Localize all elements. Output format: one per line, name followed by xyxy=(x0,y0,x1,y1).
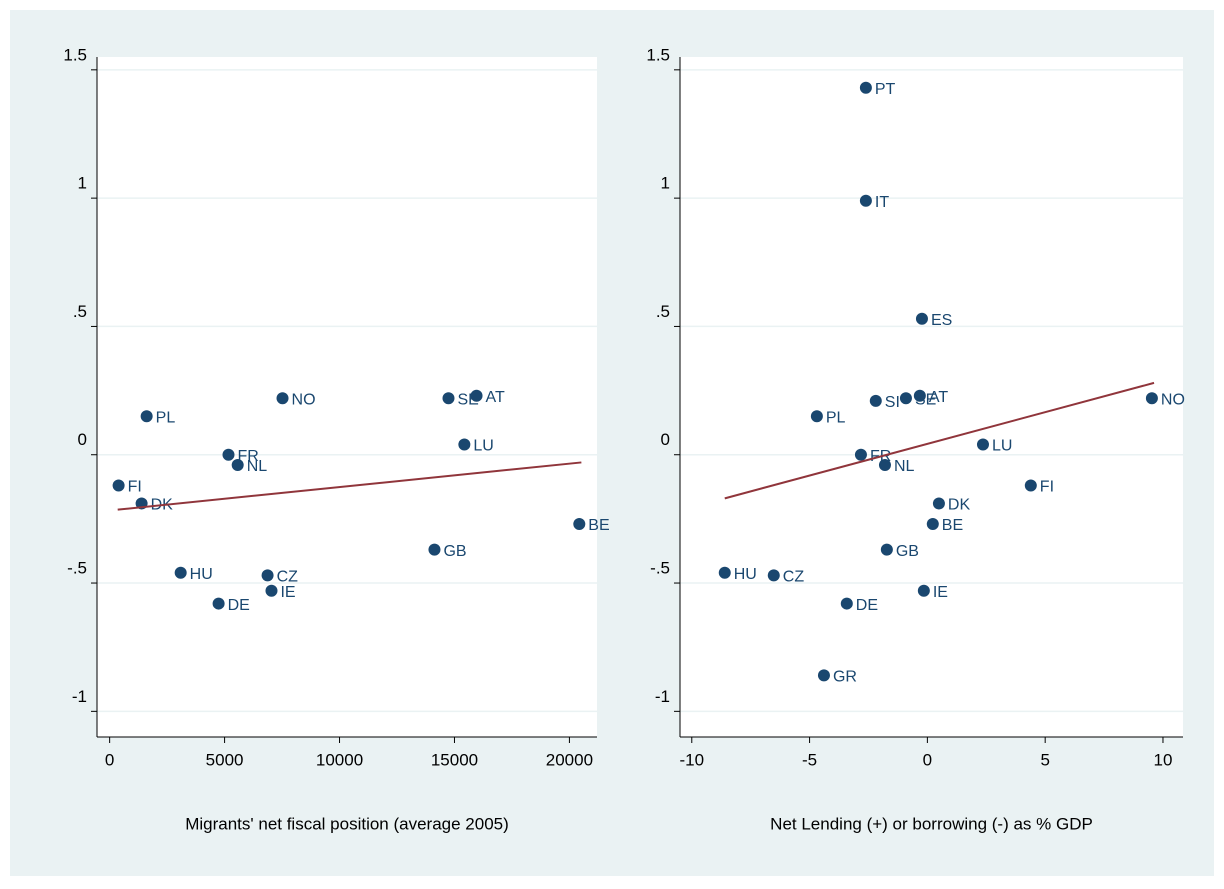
point-label: ES xyxy=(931,312,952,329)
fit-line xyxy=(117,461,582,511)
point-label: FI xyxy=(1040,479,1054,496)
x-tick-label: 0 xyxy=(105,750,114,769)
point xyxy=(276,392,289,405)
point xyxy=(854,448,867,461)
point xyxy=(899,392,912,405)
point-label: NO xyxy=(292,392,316,409)
point xyxy=(222,448,235,461)
point-label: NL xyxy=(247,458,268,475)
point-label: GB xyxy=(443,543,466,560)
point xyxy=(976,438,989,451)
point-label: FR xyxy=(237,448,258,465)
point xyxy=(112,479,125,492)
point xyxy=(913,389,926,402)
point xyxy=(428,543,441,556)
y-tick-label: -1 xyxy=(655,687,670,706)
point-label: DE xyxy=(228,597,250,614)
y-tick-label: 1 xyxy=(661,174,670,193)
point xyxy=(859,81,872,94)
point xyxy=(926,518,939,531)
point-label: CZ xyxy=(783,569,805,586)
point-label: LU xyxy=(992,438,1012,455)
x-axis-title: Net Lending (+) or borrowing (-) as % GD… xyxy=(770,814,1093,833)
point-label: LU xyxy=(473,438,493,455)
y-tick-label: -.5 xyxy=(67,559,87,578)
y-tick-label: .5 xyxy=(656,302,670,321)
point-label: GR xyxy=(833,669,857,686)
point-label: IE xyxy=(280,584,295,601)
point xyxy=(140,410,153,423)
y-tick-label: 0 xyxy=(78,430,87,449)
point xyxy=(878,459,891,471)
point xyxy=(869,394,882,407)
x-tick-label: 5 xyxy=(1040,750,1049,769)
point-label: FI xyxy=(128,479,142,496)
point-label: BE xyxy=(942,517,963,534)
point xyxy=(840,597,853,610)
point-label: AT xyxy=(929,389,948,406)
point xyxy=(470,389,483,402)
x-axis-title: Migrants' net fiscal position (average 2… xyxy=(185,814,509,833)
point xyxy=(917,584,930,597)
point xyxy=(573,518,586,531)
y-tick-label: 0 xyxy=(661,430,670,449)
point-label: HU xyxy=(734,566,757,583)
point-label: NL xyxy=(894,458,915,475)
point-label: HU xyxy=(190,566,213,583)
x-tick-label: 5000 xyxy=(206,750,244,769)
point-label: CZ xyxy=(277,569,299,586)
point xyxy=(174,566,187,579)
point-label: SE xyxy=(915,392,936,409)
point xyxy=(810,410,823,423)
point-label: DK xyxy=(948,497,971,514)
point xyxy=(915,312,928,325)
x-tick-label: 10 xyxy=(1154,750,1173,769)
point-label: PL xyxy=(826,409,846,426)
point xyxy=(859,194,872,207)
y-tick-label: 1.5 xyxy=(63,45,87,64)
y-tick-label: .5 xyxy=(73,302,87,321)
x-tick-label: 10000 xyxy=(316,750,363,769)
point xyxy=(817,669,830,682)
y-tick-label: 1.5 xyxy=(646,45,670,64)
plot-area xyxy=(97,57,597,737)
point xyxy=(212,597,225,610)
x-tick-label: 20000 xyxy=(546,750,593,769)
point-label: SI xyxy=(885,394,900,411)
point-label: NO xyxy=(1161,392,1185,409)
point-label: PL xyxy=(156,409,176,426)
point xyxy=(1024,479,1037,492)
point xyxy=(265,584,278,597)
y-tick-label: -1 xyxy=(72,687,87,706)
point xyxy=(261,569,274,582)
point-label: GB xyxy=(896,543,919,560)
x-tick-label: 0 xyxy=(923,750,932,769)
point-label: AT xyxy=(486,389,505,406)
point xyxy=(442,392,455,405)
fit-line xyxy=(724,381,1155,500)
point xyxy=(231,459,244,471)
point-label: PT xyxy=(875,81,896,98)
x-tick-label: -10 xyxy=(679,750,704,769)
point xyxy=(880,543,893,556)
point xyxy=(458,438,471,451)
x-tick-label: -5 xyxy=(802,750,817,769)
y-tick-label: -.5 xyxy=(650,559,670,578)
x-tick-label: 15000 xyxy=(431,750,478,769)
point-label: BE xyxy=(588,517,609,534)
point-label: IE xyxy=(933,584,948,601)
point-label: IT xyxy=(875,194,889,211)
point-label: DE xyxy=(856,597,878,614)
point xyxy=(1145,392,1158,405)
point xyxy=(932,497,945,510)
point xyxy=(718,566,731,579)
y-tick-label: 1 xyxy=(78,174,87,193)
point xyxy=(767,569,780,582)
